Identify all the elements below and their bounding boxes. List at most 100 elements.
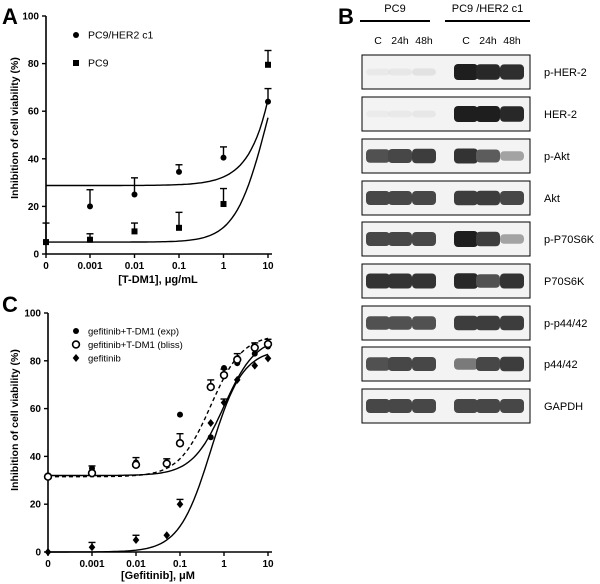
data-point [176,224,182,231]
data-point [163,531,171,540]
blot-protein-label: HER-2 [544,109,577,121]
data-point [73,32,79,38]
blot-group-label: PC9 /HER2 c1 [452,3,524,15]
blot-protein-label: p-Akt [544,151,570,163]
data-point [219,370,229,380]
x-tick-label: 0 [45,559,51,570]
blot-band [476,399,500,413]
data-point [251,361,259,370]
blot-band [388,149,412,163]
blot-lane-label: 24h [479,35,497,47]
x-tick-label: 0.1 [173,559,187,570]
blot-band [388,357,412,371]
blot-band [388,68,412,76]
blot-band [412,68,436,76]
blot-band [476,64,500,80]
y-tick-label: 40 [30,452,42,463]
legend-entry: PC9/HER2 c1 [88,30,154,42]
data-point [265,61,271,68]
x-tick-label: 1 [221,261,227,272]
data-point [233,355,242,364]
blot-band [366,399,390,413]
blot-lane-label: C [374,35,382,47]
blot-protein-label: p-P70S6K [544,234,595,246]
blot-band [412,273,436,289]
x-tick-label: 0.001 [79,559,104,570]
blot-band [454,190,478,206]
blot-band [500,315,524,331]
legend-entry: gefitinib [88,354,121,365]
blot-band [454,64,478,80]
blot-row: GAPDH [361,388,583,424]
panel-c-fit-curves [48,337,269,553]
data-point [251,350,258,357]
blot-band [366,357,390,371]
blot-band [454,399,478,413]
blot-lane-label: 24h [391,35,409,47]
blot-band [412,357,436,371]
panel-b-group-headers: PC9 PC9 /HER2 c1 [360,3,530,22]
y-tick-label: 60 [28,107,40,118]
blot-band [388,399,412,413]
panel-a-data-marks [42,49,272,246]
data-point [220,154,227,161]
panel-c-y-axis-label: Inhibition of cell viability (%) [9,349,21,491]
blot-band [476,357,500,371]
x-tick-label: 1 [221,559,227,570]
data-point [264,354,272,363]
blot-band [454,106,478,122]
data-point [87,468,97,478]
data-point [220,201,227,208]
data-point [250,343,259,352]
blot-row: p-p44/42 [361,305,587,341]
legend-entry: gefitinib+T-DM1 (bliss) [88,340,183,351]
data-point [131,460,141,469]
y-tick-label: 100 [24,309,41,320]
blot-row: HER-2 [361,96,577,132]
data-point [207,434,214,441]
x-tick-label: 0.1 [172,261,186,272]
blot-band [412,316,436,330]
data-point [131,228,138,235]
blot-band [500,399,524,413]
panel-c-letter: C [2,292,18,317]
blot-band [366,149,390,163]
data-point [73,60,79,66]
x-tick-label: 10 [262,559,274,570]
blot-band [412,399,436,413]
data-point [220,398,228,407]
panel-b-lane-labels: C 24h 48h C 24h 48h [374,35,521,47]
data-point [265,98,271,105]
data-point [162,459,171,468]
y-tick-label: 20 [30,500,42,511]
blot-lane-label: C [462,35,470,47]
panel-b-letter: B [338,4,354,29]
blot-band [412,191,436,205]
blot-lane-label: 48h [503,35,521,47]
data-point [206,382,215,392]
data-point [71,340,81,349]
blot-group-label: PC9 [384,3,405,15]
blot-protein-label: p-p44/42 [544,318,587,330]
blot-row: Akt [361,180,560,216]
blot-band [388,110,412,118]
blot-protein-label: GAPDH [544,401,583,413]
panel-b: B PC9 PC9 /HER2 c1 C 24h 48h C 24h 48h p-HER-2… [338,3,595,424]
blot-band [388,191,412,205]
blot-protein-label: p44/42 [544,359,578,371]
blot-band [476,274,500,288]
x-tick-label: 0.01 [126,559,146,570]
panel-c-x-axis-label: [Gefitinib], μM [121,570,195,582]
y-tick-label: 60 [30,404,42,415]
blot-band [412,232,436,246]
blot-band [366,232,390,246]
blot-protein-label: Akt [544,193,560,205]
y-tick-label: 80 [30,356,42,367]
blot-lane-label: 48h [415,35,433,47]
y-tick-label: 100 [22,12,39,23]
legend-entry: gefitinib+T-DM1 (exp) [88,327,179,338]
data-point [87,203,93,210]
blot-band [412,110,436,118]
fit-curve [46,117,269,243]
